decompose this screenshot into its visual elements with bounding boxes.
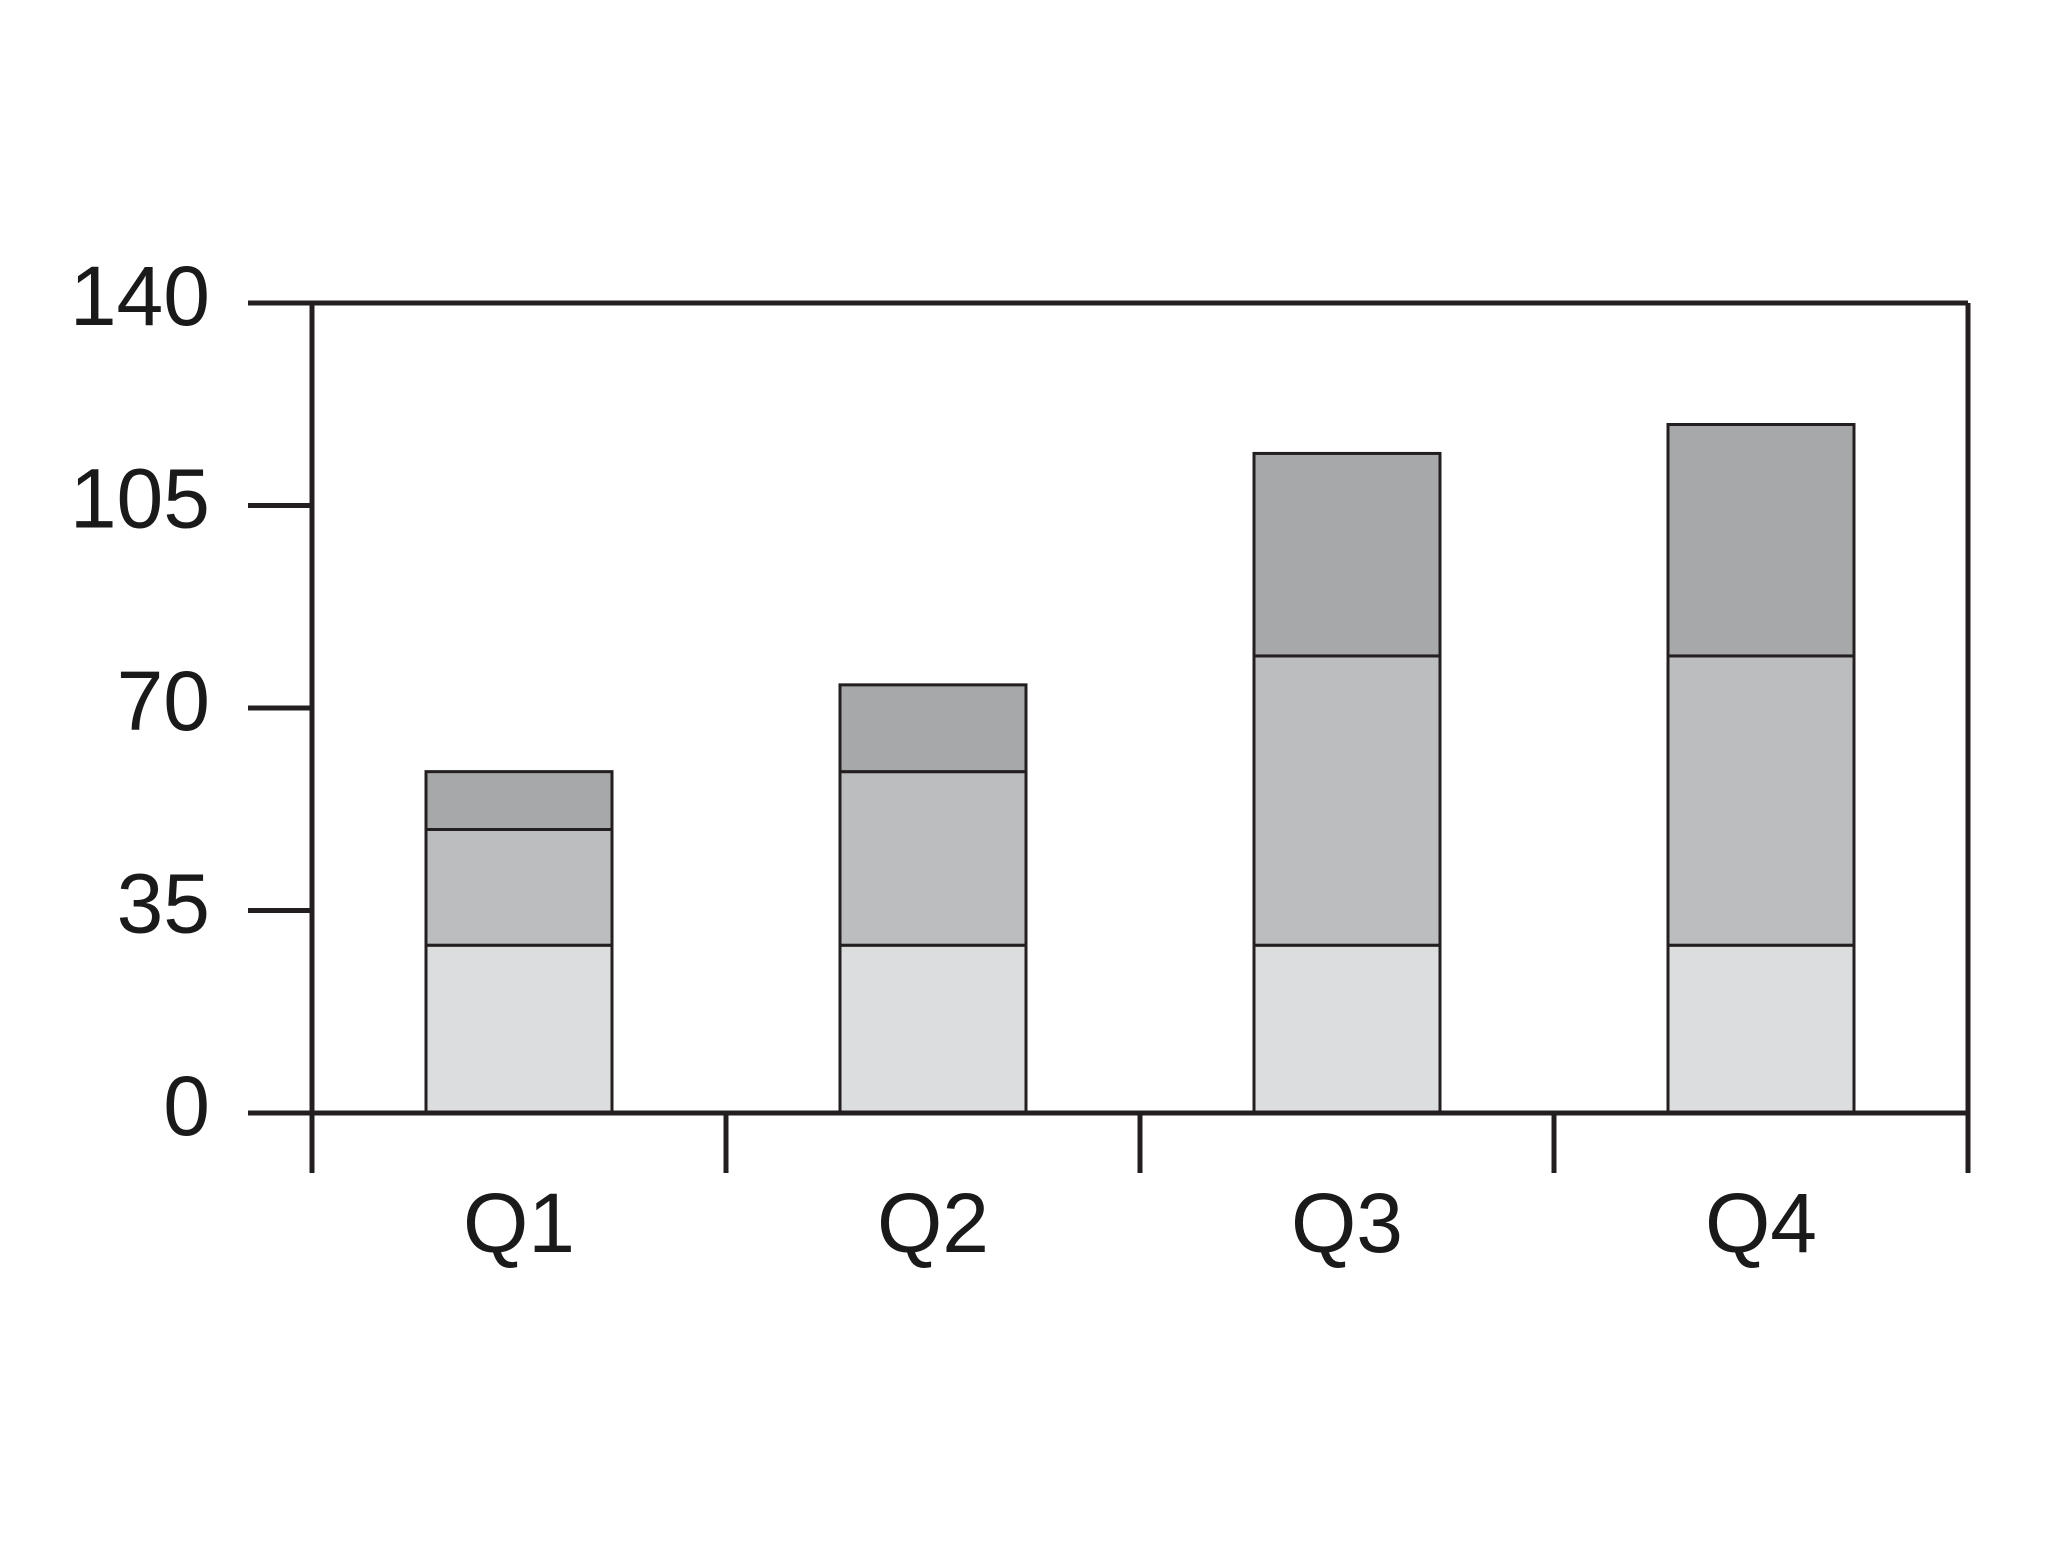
bar-segment-q3-series-1: [1252, 943, 1442, 1115]
bar-segment-q2-series-3: [838, 683, 1028, 774]
bars-layer: [424, 423, 1856, 1115]
x-tick-label-q3: Q3: [1291, 1176, 1403, 1270]
bar-segment-q2-series-1: [838, 943, 1028, 1115]
y-tick-label: 0: [163, 1059, 210, 1153]
y-tick-label: 70: [117, 654, 210, 748]
bar-segment-q4-series-3: [1666, 423, 1856, 658]
y-tick-label: 140: [70, 249, 210, 343]
x-tick-label-q1: Q1: [463, 1176, 575, 1270]
bar-segment-q1-series-2: [424, 828, 614, 947]
y-tick-label: 35: [117, 857, 210, 951]
bar-segment-q4-series-2: [1666, 654, 1856, 947]
x-tick-label-q4: Q4: [1705, 1176, 1817, 1270]
bar-segment-q1-series-3: [424, 770, 614, 832]
bar-segment-q4-series-1: [1666, 943, 1856, 1115]
labels-layer: 0 35 70 105 140 Q1 Q2 Q3 Q4: [70, 249, 1817, 1270]
bar-segment-q1-series-1: [424, 943, 614, 1115]
x-tick-label-q2: Q2: [877, 1176, 989, 1270]
axes-layer: [248, 300, 1971, 1173]
bar-segment-q2-series-2: [838, 770, 1028, 947]
y-tick-label: 105: [70, 452, 210, 546]
bar-segment-q3-series-2: [1252, 654, 1442, 947]
bar-segment-q3-series-3: [1252, 451, 1442, 658]
